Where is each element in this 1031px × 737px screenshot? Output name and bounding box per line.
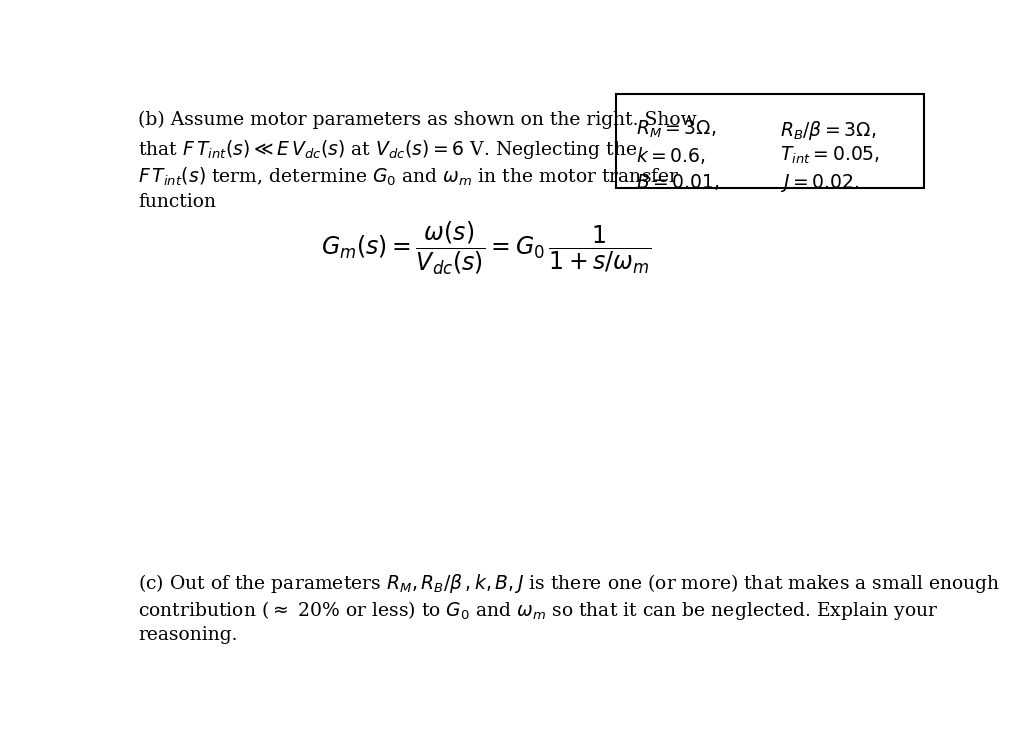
FancyBboxPatch shape <box>617 94 924 188</box>
Text: $J = 0.02.$: $J = 0.02.$ <box>780 172 859 194</box>
Text: $B = 0.01,$: $B = 0.01,$ <box>636 172 720 192</box>
Text: $G_m(s) = \dfrac{\omega(s)}{V_{dc}(s)} = G_0\,\dfrac{1}{1 + s/\omega_m}$: $G_m(s) = \dfrac{\omega(s)}{V_{dc}(s)} =… <box>321 219 651 276</box>
Text: $R_B/\beta = 3\Omega,$: $R_B/\beta = 3\Omega,$ <box>780 119 876 142</box>
Text: contribution ($\approx$ 20% or less) to $G_0$ and $\omega_m$ so that it can be n: contribution ($\approx$ 20% or less) to … <box>138 599 939 622</box>
Text: that $F\,T_{int}(s) \ll E\,V_{dc}(s)$ at $V_{dc}(s) = 6$ V. Neglecting the: that $F\,T_{int}(s) \ll E\,V_{dc}(s)$ at… <box>138 139 638 161</box>
Text: $k = 0.6,$: $k = 0.6,$ <box>636 145 706 166</box>
Text: function: function <box>138 193 217 211</box>
Text: (b) Assume motor parameters as shown on the right. Show: (b) Assume motor parameters as shown on … <box>138 111 697 130</box>
Text: (c) Out of the parameters $R_M, R_B/\beta\,,k, B, J$ is there one (or more) that: (c) Out of the parameters $R_M, R_B/\bet… <box>138 572 1001 595</box>
Text: reasoning.: reasoning. <box>138 626 238 644</box>
Text: $T_{int} = 0.05,$: $T_{int} = 0.05,$ <box>780 145 880 167</box>
Text: $R_M = 3\Omega,$: $R_M = 3\Omega,$ <box>636 119 717 140</box>
Text: $F\,T_{int}(s)$ term, determine $G_0$ and $\omega_m$ in the motor transfer: $F\,T_{int}(s)$ term, determine $G_0$ an… <box>138 166 680 188</box>
